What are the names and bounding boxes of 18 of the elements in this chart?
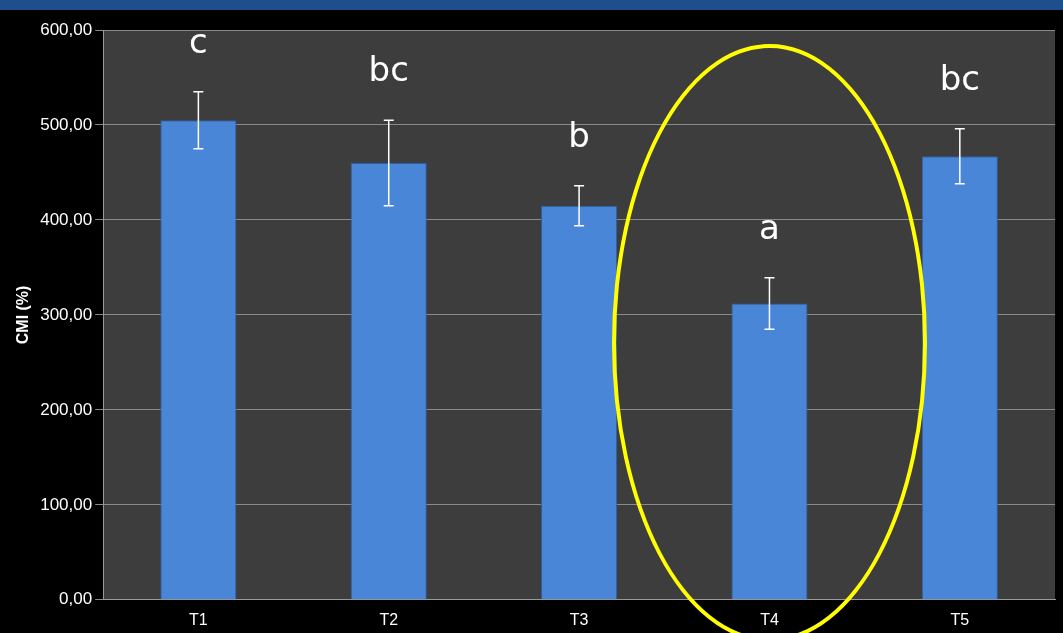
annotation: a (759, 206, 780, 247)
annotation: bc (939, 57, 980, 98)
annotation: bc (368, 49, 409, 90)
y-tick-label: 200,00 (40, 399, 93, 419)
y-tick-label: 400,00 (40, 209, 93, 229)
annotation: c (189, 20, 208, 61)
y-tick-label: 0,00 (59, 589, 93, 609)
x-tick-label: T4 (760, 610, 779, 628)
y-tick-label: 300,00 (40, 304, 93, 324)
y-tick-label: 100,00 (40, 494, 93, 514)
x-tick-label: T2 (379, 610, 399, 628)
y-tick-label: 600,00 (40, 19, 93, 39)
y-axis-title: CMI (%) (14, 285, 32, 345)
x-tick-label: T1 (189, 610, 208, 628)
x-tick-label: T3 (569, 610, 589, 628)
x-tick-label: T5 (950, 610, 970, 628)
y-tick-label: 500,00 (40, 114, 93, 134)
annotation: b (568, 114, 590, 155)
